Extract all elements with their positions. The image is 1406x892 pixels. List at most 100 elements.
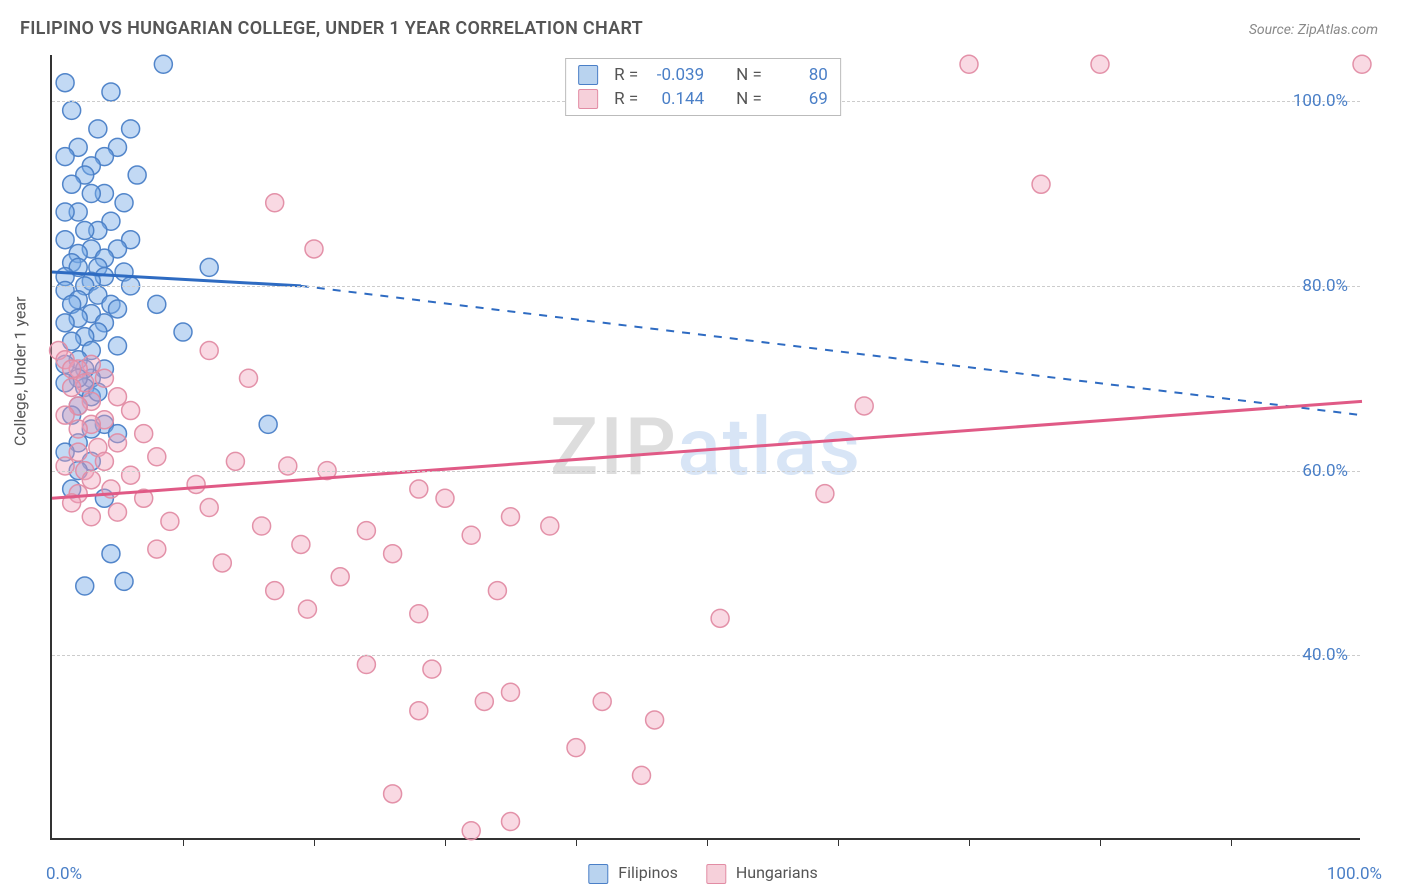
y-tick-label: 40.0% [1302,645,1348,665]
stats-r-label: R = [614,65,638,85]
legend-item-filipinos: Filipinos [588,863,678,884]
data-point [63,101,81,119]
legend-item-hungarians: Hungarians [706,863,818,884]
data-point [102,83,120,101]
swatch-filipinos-icon [588,864,608,884]
trend-line [52,401,1362,498]
data-point [56,406,74,424]
data-point [259,415,277,433]
data-point [331,568,349,586]
data-point [410,480,428,498]
data-point [462,822,480,840]
stats-n-value: 80 [772,65,828,85]
data-point [161,512,179,530]
data-point [82,185,100,203]
data-point [305,240,323,258]
data-point [95,452,113,470]
data-point [357,656,375,674]
data-point [502,813,520,831]
data-point [960,55,978,73]
data-point [148,448,166,466]
data-point [109,300,127,318]
data-point [69,443,87,461]
data-point [567,739,585,757]
data-point [109,503,127,521]
trend-line-dashed [301,286,1362,415]
data-point [357,522,375,540]
correlation-chart: FILIPINO VS HUNGARIAN COLLEGE, UNDER 1 Y… [0,0,1406,892]
data-point [646,711,664,729]
data-point [63,360,81,378]
data-point [855,397,873,415]
data-point [122,120,140,138]
data-point [56,148,74,166]
data-point [109,434,127,452]
data-point [475,692,493,710]
data-point [213,554,231,572]
data-point [226,452,244,470]
data-point [63,378,81,396]
data-point [436,489,454,507]
data-point [423,660,441,678]
data-point [266,194,284,212]
data-point [253,517,271,535]
x-axis-min-label: 0.0% [46,864,82,884]
swatch-filipinos [578,65,598,85]
stats-legend-box: R = -0.039 N = 80 R = 0.144 N = 69 [565,58,841,116]
data-point [187,475,205,493]
data-point [502,508,520,526]
stats-r-value: -0.039 [648,65,704,85]
data-point [1032,175,1050,193]
stats-row-filipinos: R = -0.039 N = 80 [578,63,828,87]
data-point [200,499,218,517]
data-point [266,582,284,600]
data-point [410,702,428,720]
data-point [122,466,140,484]
data-point [279,457,297,475]
data-point [95,369,113,387]
data-point [69,420,87,438]
stats-r-label: R = [614,89,638,109]
chart-source: Source: ZipAtlas.com [1249,22,1378,38]
data-point [200,342,218,360]
stats-r-value: 0.144 [648,89,704,109]
data-point [76,577,94,595]
data-point [1353,55,1371,73]
data-point [298,600,316,618]
data-point [174,323,192,341]
scatter-svg [52,55,1360,838]
data-point [541,517,559,535]
stats-row-hungarians: R = 0.144 N = 69 [578,87,828,111]
data-point [240,369,258,387]
y-tick-label: 80.0% [1302,276,1348,296]
legend-label: Hungarians [736,863,818,882]
data-point [816,485,834,503]
stats-n-value: 69 [772,89,828,109]
data-point [148,295,166,313]
data-point [633,766,651,784]
data-point [135,425,153,443]
data-point [488,582,506,600]
data-point [56,314,74,332]
data-point [89,120,107,138]
stats-n-label: N = [736,65,762,85]
data-point [63,175,81,193]
data-point [82,508,100,526]
data-point [76,221,94,239]
data-point [148,540,166,558]
legend-label: Filipinos [618,863,678,882]
swatch-hungarians [578,89,598,109]
y-tick-label: 60.0% [1302,461,1348,481]
y-axis-label: College, Under 1 year [11,296,30,446]
data-point [82,471,100,489]
data-point [384,545,402,563]
data-point [410,605,428,623]
plot-area: ZIPatlas 40.0%60.0%80.0%100.0% [50,55,1360,840]
data-point [102,545,120,563]
x-axis-max-label: 100.0% [1327,864,1382,884]
data-point [56,457,74,475]
data-point [711,609,729,627]
data-point [1091,55,1109,73]
data-point [593,692,611,710]
swatch-hungarians-icon [706,864,726,884]
